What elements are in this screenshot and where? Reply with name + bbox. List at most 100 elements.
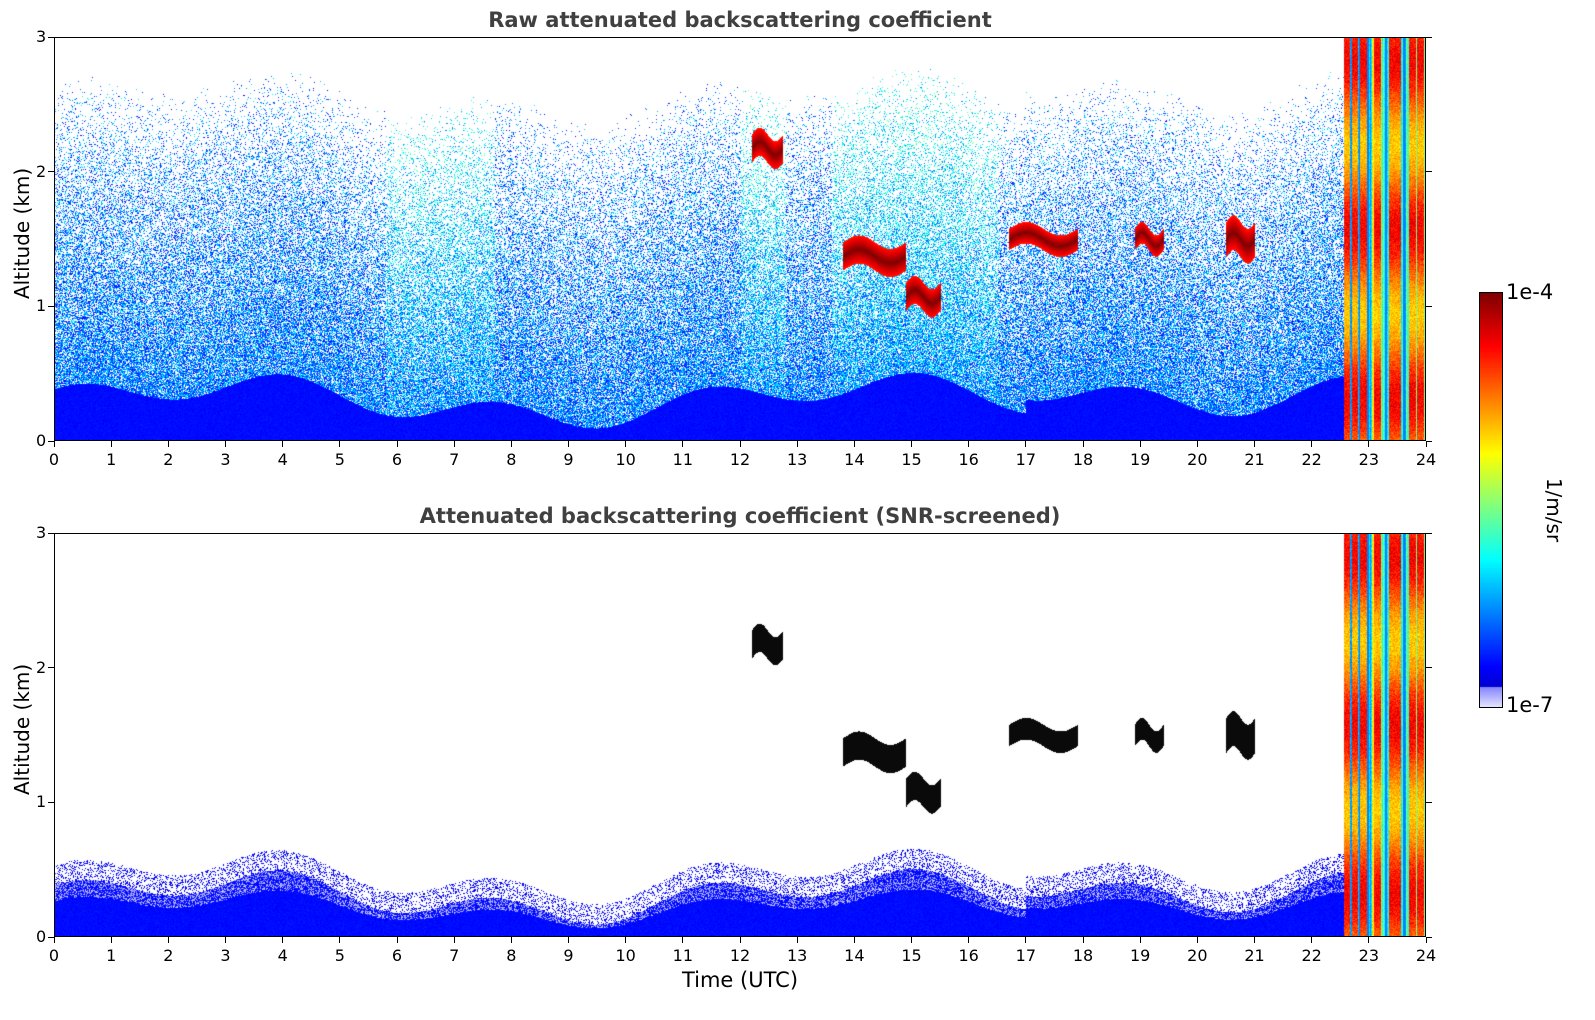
x-tick-mark xyxy=(110,937,112,943)
x-tick-mark xyxy=(510,441,512,447)
x-tick-label: 21 xyxy=(1244,450,1265,469)
x-tick-label: 2 xyxy=(163,946,174,965)
x-tick-label: 20 xyxy=(1187,946,1208,965)
y-tick-label: 3 xyxy=(36,523,47,542)
x-tick-mark xyxy=(167,937,169,943)
x-tick-label: 24 xyxy=(1415,946,1437,965)
x-tick-mark xyxy=(1025,937,1027,943)
colorbar-min-label: 1e-7 xyxy=(1506,693,1554,717)
bottom-heatmap xyxy=(54,533,1426,937)
x-tick-mark xyxy=(568,937,569,943)
x-tick-label: 0 xyxy=(48,450,60,469)
y-tick-mark-right xyxy=(1426,36,1432,38)
colorbar-unit-label: 1/m/sr xyxy=(1542,477,1566,543)
x-tick-label: 22 xyxy=(1301,946,1322,965)
x-tick-label: 22 xyxy=(1301,450,1322,469)
x-tick-label: 9 xyxy=(563,450,574,469)
y-tick-mark xyxy=(48,171,54,173)
x-tick-mark xyxy=(1082,441,1084,447)
x-tick-label: 3 xyxy=(220,946,231,965)
x-tick-mark xyxy=(568,441,569,447)
x-tick-mark xyxy=(53,937,55,943)
bottom-y-axis-label: Altitude (km) xyxy=(10,663,34,795)
x-tick-label: 9 xyxy=(563,946,574,965)
x-tick-mark xyxy=(1082,937,1084,943)
y-tick-label: 2 xyxy=(36,161,47,181)
x-tick-label: 5 xyxy=(334,450,345,469)
x-tick-label: 5 xyxy=(334,946,345,965)
x-tick-mark xyxy=(453,441,455,447)
y-tick-label: 0 xyxy=(36,431,47,450)
x-tick-label: 7 xyxy=(449,450,460,469)
x-tick-mark xyxy=(625,441,627,447)
x-tick-mark xyxy=(1139,441,1141,447)
x-tick-mark xyxy=(1025,441,1027,447)
x-tick-label: 13 xyxy=(786,946,808,965)
y-tick-mark-right xyxy=(1426,305,1432,307)
y-tick-label: 1 xyxy=(36,296,47,316)
y-tick-mark-right xyxy=(1426,171,1432,173)
x-tick-label: 4 xyxy=(277,450,288,469)
x-tick-mark xyxy=(225,441,226,447)
x-tick-mark xyxy=(1311,937,1313,943)
x-tick-label: 11 xyxy=(672,450,694,469)
x-tick-mark xyxy=(1139,937,1141,943)
x-tick-label: 18 xyxy=(1072,946,1094,965)
y-tick-mark xyxy=(48,667,54,669)
x-tick-mark xyxy=(1311,441,1313,447)
x-tick-mark xyxy=(968,937,970,943)
x-tick-label: 8 xyxy=(506,946,517,965)
x-tick-label: 3 xyxy=(220,450,231,469)
y-tick-mark-right xyxy=(1426,667,1432,669)
x-tick-mark xyxy=(739,937,741,943)
y-tick-mark xyxy=(48,440,54,442)
x-tick-label: 1 xyxy=(106,450,117,469)
x-tick-mark xyxy=(796,441,798,447)
x-tick-mark xyxy=(911,441,912,447)
x-tick-mark xyxy=(911,937,912,943)
y-tick-label: 2 xyxy=(36,657,47,677)
x-tick-mark xyxy=(225,937,226,943)
x-tick-label: 4 xyxy=(277,946,288,965)
x-tick-mark xyxy=(739,441,741,447)
x-tick-mark xyxy=(853,937,855,943)
x-tick-label: 15 xyxy=(901,946,922,965)
x-tick-mark xyxy=(1368,937,1370,943)
x-tick-label: 19 xyxy=(1129,450,1151,469)
x-tick-mark xyxy=(282,937,284,943)
x-tick-label: 24 xyxy=(1415,450,1437,469)
x-tick-label: 21 xyxy=(1244,946,1265,965)
x-tick-mark xyxy=(682,441,684,447)
y-tick-mark-right xyxy=(1426,801,1432,803)
x-tick-label: 10 xyxy=(615,946,636,965)
x-tick-mark xyxy=(1196,937,1198,943)
x-tick-label: 18 xyxy=(1072,450,1094,469)
y-tick-mark-right xyxy=(1426,936,1432,938)
colorbar-gradient xyxy=(1479,292,1503,708)
x-tick-mark xyxy=(1425,441,1427,447)
colorbar-max-label: 1e-4 xyxy=(1506,280,1554,304)
x-tick-mark xyxy=(968,441,970,447)
x-tick-mark xyxy=(853,441,855,447)
x-tick-mark xyxy=(282,441,284,447)
top-heatmap xyxy=(54,37,1426,441)
x-tick-label: 14 xyxy=(844,946,865,965)
x-tick-mark xyxy=(1254,937,1255,943)
top-panel-title: Raw attenuated backscattering coefficien… xyxy=(488,8,992,32)
y-tick-label: 3 xyxy=(36,27,47,46)
x-tick-mark xyxy=(396,937,398,943)
top-y-axis-label: Altitude (km) xyxy=(10,167,34,299)
x-tick-mark xyxy=(796,937,798,943)
x-tick-mark xyxy=(396,441,398,447)
x-tick-mark xyxy=(1196,441,1198,447)
x-tick-mark xyxy=(167,441,169,447)
x-tick-mark xyxy=(1254,441,1255,447)
bottom-x-axis-label: Time (UTC) xyxy=(681,968,799,992)
y-tick-mark-right xyxy=(1426,440,1432,442)
x-tick-label: 17 xyxy=(1015,946,1037,965)
x-tick-mark xyxy=(53,441,55,447)
y-tick-mark xyxy=(48,532,54,534)
x-tick-mark xyxy=(625,937,627,943)
x-tick-label: 12 xyxy=(729,946,751,965)
x-tick-mark xyxy=(510,937,512,943)
